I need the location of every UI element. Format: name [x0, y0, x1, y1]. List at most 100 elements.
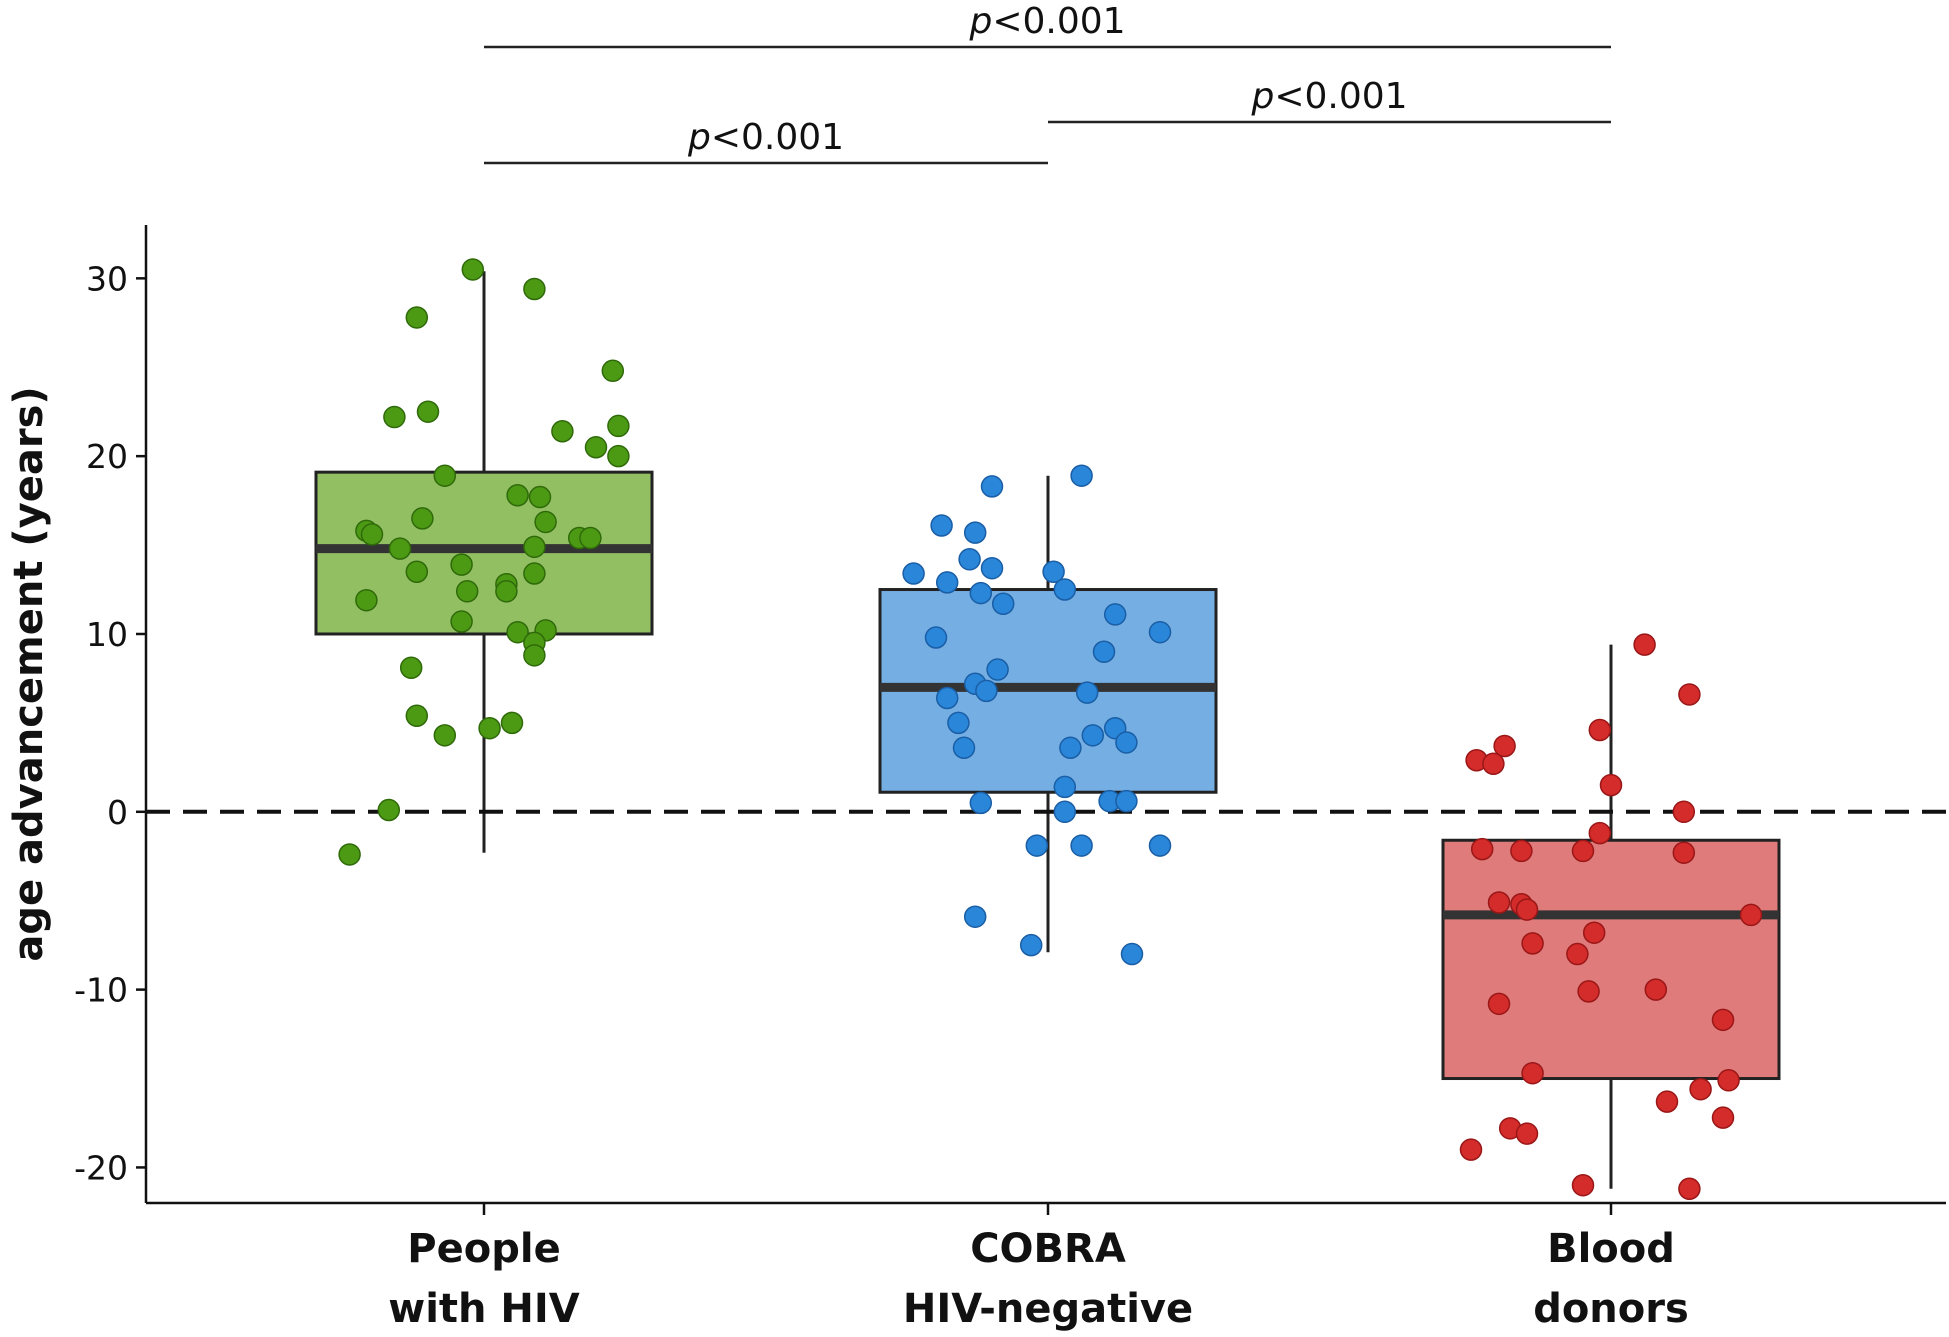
- significance-label: p<0.001: [687, 117, 844, 158]
- data-point: [506, 620, 529, 644]
- data-point: [405, 306, 429, 329]
- data-point: [433, 464, 457, 487]
- y-tick-label: -20: [74, 1148, 128, 1187]
- data-point: [969, 791, 993, 815]
- data-point: [1120, 942, 1144, 966]
- data-point: [963, 905, 987, 928]
- data-point: [1739, 903, 1763, 927]
- data-point: [1588, 718, 1612, 742]
- data-point: [980, 475, 1004, 498]
- data-point: [1075, 681, 1099, 704]
- data-point: [1672, 800, 1696, 824]
- x-category-label: Blood: [1547, 1226, 1675, 1272]
- data-point: [523, 562, 546, 585]
- data-point: [1070, 464, 1093, 487]
- x-category-label: with HIV: [388, 1286, 580, 1332]
- data-point: [930, 514, 953, 537]
- data-point: [1487, 891, 1511, 914]
- data-point: [947, 711, 970, 735]
- data-point: [1711, 1106, 1735, 1129]
- data-point: [1582, 921, 1606, 944]
- data-point: [1717, 1069, 1740, 1092]
- data-point: [1689, 1077, 1712, 1101]
- box: [1441, 838, 1781, 1081]
- data-point: [1655, 1090, 1679, 1113]
- data-point: [1470, 837, 1494, 861]
- data-point: [902, 562, 925, 585]
- data-point: [607, 414, 630, 438]
- x-category-label: People: [407, 1226, 560, 1272]
- data-point: [383, 405, 406, 429]
- data-point: [360, 523, 384, 546]
- data-point: [1019, 933, 1043, 957]
- y-axis-label: age advancement (years): [6, 386, 52, 961]
- data-point: [405, 560, 429, 583]
- data-point: [1053, 578, 1077, 601]
- y-tick-label: 30: [86, 259, 128, 298]
- y-tick-label: 10: [86, 615, 128, 654]
- data-point: [534, 510, 557, 534]
- data-point: [1588, 821, 1612, 845]
- data-point: [433, 724, 457, 747]
- data-point: [1571, 839, 1595, 863]
- data-point: [523, 277, 546, 301]
- data-point: [506, 484, 529, 507]
- data-point: [1053, 775, 1077, 799]
- data-point: [388, 537, 412, 560]
- data-point: [1521, 1061, 1544, 1085]
- x-category-label: HIV-negative: [903, 1286, 1193, 1332]
- data-point: [450, 610, 473, 633]
- significance-label: p<0.001: [1250, 76, 1407, 117]
- y-tick-label: 0: [107, 793, 128, 832]
- data-point: [1566, 942, 1589, 966]
- data-point: [952, 736, 976, 760]
- data-point: [1059, 736, 1082, 760]
- data-point: [935, 571, 959, 594]
- data-point: [411, 507, 434, 530]
- data-point: [584, 436, 608, 459]
- data-point: [963, 521, 987, 544]
- data-point: [1148, 620, 1172, 644]
- data-point: [1521, 932, 1544, 955]
- data-point: [461, 258, 485, 281]
- data-point: [1515, 1122, 1539, 1145]
- y-tick-label: -10: [74, 971, 128, 1010]
- data-point: [1678, 1177, 1701, 1201]
- data-point: [1493, 734, 1516, 758]
- data-point: [607, 444, 630, 468]
- data-point: [1042, 560, 1065, 583]
- data-point: [495, 580, 518, 603]
- data-point: [416, 400, 440, 423]
- data-point: [1599, 773, 1623, 797]
- data-point: [1053, 800, 1077, 824]
- data-point: [500, 711, 524, 735]
- data-point: [1510, 839, 1533, 863]
- x-category-label: donors: [1533, 1286, 1689, 1332]
- data-point: [450, 553, 473, 576]
- data-point: [455, 580, 479, 603]
- data-point: [355, 588, 378, 612]
- data-point: [523, 535, 546, 559]
- data-point: [958, 548, 981, 571]
- data-point: [980, 556, 1004, 580]
- data-point: [551, 420, 574, 443]
- data-point: [528, 485, 552, 509]
- data-point: [579, 526, 602, 550]
- data-point: [1711, 1008, 1735, 1032]
- data-point: [1571, 1173, 1595, 1197]
- data-point: [1487, 992, 1511, 1016]
- data-point: [523, 644, 546, 667]
- data-point: [969, 581, 993, 605]
- data-point: [1633, 633, 1656, 656]
- data-point: [1025, 834, 1049, 857]
- data-point: [1459, 1138, 1483, 1161]
- data-point: [1577, 980, 1600, 1003]
- significance-label: p<0.001: [968, 1, 1125, 42]
- data-point: [601, 359, 625, 383]
- data-point: [377, 798, 401, 822]
- data-point: [399, 656, 423, 680]
- data-point: [1092, 640, 1116, 664]
- data-point: [986, 658, 1009, 681]
- data-point: [478, 716, 501, 740]
